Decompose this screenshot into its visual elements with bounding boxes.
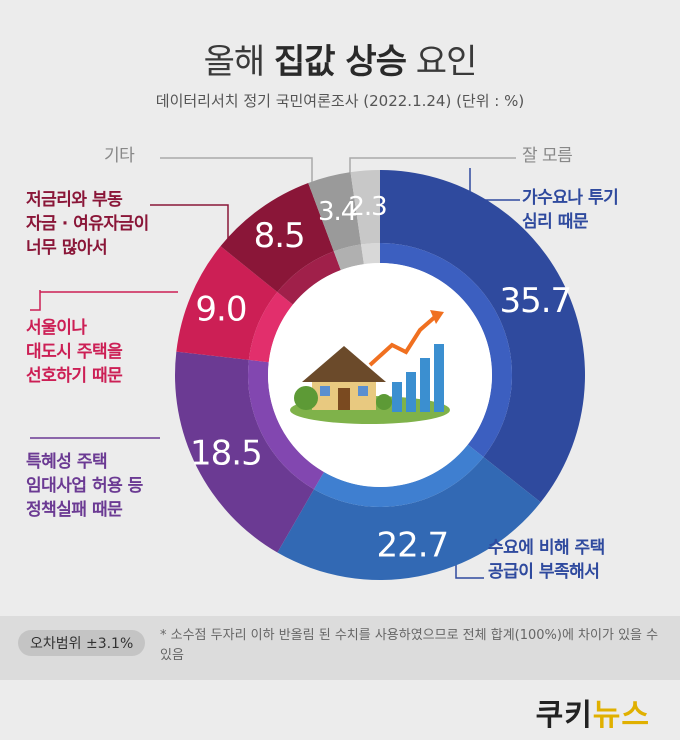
slice-inner-3 (248, 292, 293, 363)
value-label-4: 8.5 (254, 216, 305, 256)
margin-of-error-badge: 오차범위 ±3.1% (18, 630, 146, 656)
slice-inner-1 (313, 444, 484, 508)
value-label-1: 22.7 (376, 525, 448, 565)
value-label-2: 18.5 (190, 434, 262, 474)
slice-6 (350, 170, 380, 245)
label-metro: 서울이나 대도시 주택을 선호하기 때문 (26, 318, 123, 386)
slice-inner-5 (333, 244, 364, 271)
label-other: 기타 (104, 146, 135, 166)
leader-line-5 (150, 204, 229, 240)
label-low-rates: 저금리와 부동 자금 · 여유자금이 너무 많아서 (26, 190, 149, 258)
footer-panel: 오차범위 ±3.1% * 소수점 두자리 이하 반올림 된 수치를 사용하였으므… (0, 616, 680, 680)
slice-3 (176, 246, 278, 360)
chart-subtitle: 데이터리서치 정기 국민여론조사 (2022.1.24) (단위 : %) (155, 92, 525, 110)
donut-center (268, 263, 492, 487)
label-speculation: 가수요나 투기 심리 때문 (522, 188, 619, 232)
slice-1 (277, 456, 541, 580)
leader-line-3 (30, 290, 41, 311)
slice-inner-0 (380, 243, 512, 457)
value-label-6: 2.3 (348, 192, 386, 222)
label-policy: 특혜성 주택 임대사업 허용 등 정책실패 때문 (26, 452, 143, 520)
value-label-0: 35.7 (499, 281, 571, 321)
slice-inner-4 (277, 251, 341, 305)
donut-chart: 35.7 22.7 18.5 9.08.5 3.42.3 (30, 157, 585, 580)
slice-2 (175, 351, 314, 553)
slice-inner-2 (248, 359, 324, 490)
label-dont-know: 잘 모름 (522, 146, 573, 166)
chart-title: 올해 집값 상승 요인 (203, 42, 478, 82)
leader-line-7 (349, 157, 516, 176)
house-illustration (290, 310, 450, 424)
value-label-3: 9.0 (195, 289, 246, 329)
slice-5 (308, 172, 362, 252)
rounding-note: * 소수점 두자리 이하 반올림 된 수치를 사용하였으므로 전체 합계(100… (160, 628, 659, 663)
label-supply: 수요에 비해 주택 공급이 부족해서 (488, 538, 605, 582)
slice-inner-6 (361, 243, 380, 265)
kukinews-logo: 쿠키뉴스 (535, 698, 650, 733)
slice-4 (220, 182, 334, 293)
value-label-5: 3.4 (318, 197, 357, 227)
slice-0 (380, 170, 585, 503)
